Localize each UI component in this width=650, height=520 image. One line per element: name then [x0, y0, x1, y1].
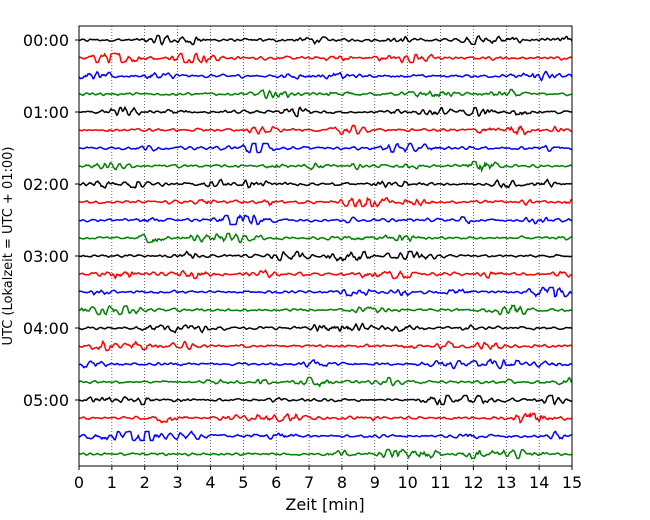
x-tick-label: 0 [74, 473, 84, 492]
x-tick-label: 14 [529, 473, 549, 492]
x-tick-label: 3 [173, 473, 183, 492]
trace-line [78, 339, 573, 352]
trace-line [78, 213, 573, 226]
trace-line [79, 232, 573, 244]
x-tick-label: 2 [140, 473, 150, 492]
x-tick-label: 5 [238, 473, 248, 492]
y-tick-label: 04:00 [23, 319, 69, 338]
x-axis-ticks: 0 1 2 3 4 5 6 7 8 9 10 11 12 13 14 15 [74, 466, 582, 492]
trace-line [79, 394, 573, 406]
x-tick-label: 11 [430, 473, 450, 492]
plot-frame [78, 25, 573, 467]
y-axis-ticks: 00:00 01:00 02:00 03:00 04:00 05:00 [23, 31, 79, 410]
traces [78, 34, 573, 460]
y-tick-label: 02:00 [23, 175, 69, 194]
trace-line [78, 430, 573, 442]
trace-line [78, 160, 573, 173]
x-tick-label: 10 [397, 473, 417, 492]
trace-line [78, 286, 573, 298]
x-tick-label: 9 [370, 473, 380, 492]
trace-line [78, 376, 573, 388]
trace-line [78, 250, 573, 262]
trace-line [78, 196, 573, 208]
x-tick-label: 1 [107, 473, 117, 492]
grid-lines [111, 26, 540, 466]
x-tick-label: 12 [463, 473, 483, 492]
trace-line [78, 268, 573, 280]
y-tick-label: 00:00 [23, 31, 69, 50]
x-tick-label: 7 [304, 473, 314, 492]
y-tick-label: 03:00 [23, 247, 69, 266]
trace-line [78, 358, 573, 370]
trace-line [78, 34, 573, 46]
trace-line [78, 70, 573, 82]
x-tick-label: 8 [337, 473, 347, 492]
x-tick-label: 4 [205, 473, 215, 492]
trace-line [78, 142, 573, 154]
trace-line [78, 304, 573, 316]
x-tick-label: 15 [562, 473, 582, 492]
y-tick-label: 01:00 [23, 103, 69, 122]
x-tick-label: 13 [496, 473, 516, 492]
y-axis-label: UTC (Lokalzeit = UTC + 01:00) [1, 147, 16, 346]
x-tick-label: 6 [271, 473, 281, 492]
x-axis-label: Zeit [min] [285, 495, 364, 514]
trace-line [78, 52, 573, 64]
trace-line [79, 88, 573, 100]
trace-line [78, 178, 573, 189]
trace-line [78, 411, 573, 424]
trace-line [78, 124, 573, 136]
trace-line [78, 322, 573, 334]
trace-line [78, 105, 573, 118]
trace-line [78, 448, 572, 460]
y-tick-label: 05:00 [23, 391, 69, 410]
